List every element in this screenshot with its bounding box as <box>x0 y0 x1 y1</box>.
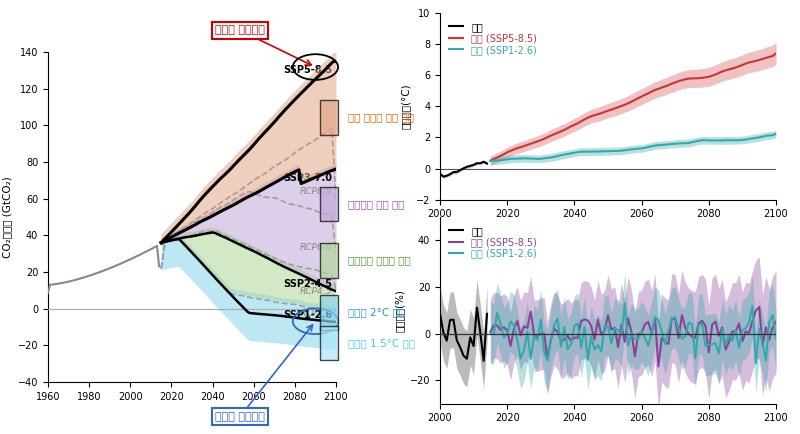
Text: 온실가스 상당히 저감: 온실가스 상당히 저감 <box>348 255 410 266</box>
Legend: 현재, 미래 (SSP5-8.5), 미래 (SSP1-2.6): 현재, 미래 (SSP5-8.5), 미래 (SSP1-2.6) <box>445 222 541 263</box>
Text: 저탄소 시나리오: 저탄소 시나리오 <box>215 411 265 422</box>
Text: 온난화 1.5°C 제한: 온난화 1.5°C 제한 <box>348 338 415 348</box>
Text: RCP6.0: RCP6.0 <box>300 243 332 252</box>
Text: 고탄소 시나리오: 고탄소 시나리오 <box>215 25 265 36</box>
Text: SSP3-7.0: SSP3-7.0 <box>283 173 332 183</box>
Text: RCP4.5: RCP4.5 <box>300 287 332 296</box>
Text: RCP2.6: RCP2.6 <box>300 309 332 318</box>
Text: 온난화 2°C 제한: 온난화 2°C 제한 <box>348 307 405 318</box>
Text: SSP5-8.5: SSP5-8.5 <box>282 65 332 75</box>
Text: 기후 정책이 없는 경우: 기후 정책이 없는 경우 <box>348 112 414 122</box>
Text: 온실가스 일부 저감: 온실가스 일부 저감 <box>348 199 405 209</box>
Legend: 현재, 미래 (SSP5-8.5), 미래 (SSP1-2.6): 현재, 미래 (SSP5-8.5), 미래 (SSP1-2.6) <box>445 18 541 59</box>
Text: RCP8.5: RCP8.5 <box>300 187 332 196</box>
Y-axis label: CO₂배출량 (GtCO₂): CO₂배출량 (GtCO₂) <box>2 176 12 258</box>
Y-axis label: 강수변화(%): 강수변화(%) <box>394 289 404 332</box>
Y-axis label: 기온변화(°C): 기온변화(°C) <box>400 83 410 129</box>
Text: SSP1-2.6: SSP1-2.6 <box>283 310 332 320</box>
Text: SSP2-4.5: SSP2-4.5 <box>283 279 332 289</box>
